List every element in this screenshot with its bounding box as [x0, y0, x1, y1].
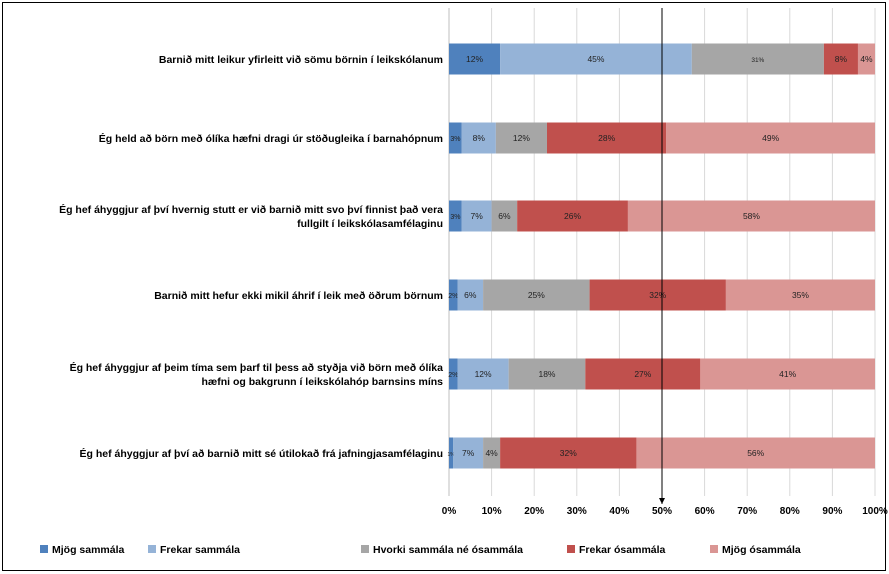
bar-segment: [500, 437, 637, 469]
reference-line-arrow: [659, 498, 665, 504]
data-label: 3%: [450, 136, 460, 143]
category-label: Ég hef áhyggjur af því hvernig stutt er …: [59, 203, 443, 216]
data-label: 7%: [471, 211, 484, 221]
bar-segment: [449, 279, 458, 311]
x-tick-label: 80%: [780, 506, 800, 517]
data-label: 32%: [649, 290, 666, 300]
data-label: 31%: [751, 57, 764, 64]
legend-swatch: [148, 545, 156, 553]
data-label: 4%: [485, 448, 498, 458]
data-label: 56%: [747, 448, 764, 458]
data-label: 45%: [587, 54, 604, 64]
bar-segment: [461, 122, 496, 154]
legend-label: Frekar sammála: [160, 544, 240, 556]
data-label: 49%: [762, 133, 779, 143]
data-label: 26%: [564, 211, 581, 221]
bar-segment: [495, 122, 547, 154]
category-label: Barnið mitt leikur yfirleitt við sömu bö…: [159, 54, 443, 66]
bar-segment: [636, 437, 875, 469]
bar-segment: [457, 279, 484, 311]
legend-label: Mjög ósammála: [722, 544, 801, 556]
data-label: 6%: [498, 211, 511, 221]
data-label: 2%: [448, 293, 458, 300]
bar-segment: [546, 122, 667, 154]
bar-segment: [691, 43, 824, 75]
bar-segment: [491, 200, 518, 232]
bar-segment: [823, 43, 858, 75]
data-label: 41%: [779, 369, 796, 379]
category-label: hæfni og bakgrunn í leikskólahóp barnsin…: [201, 376, 443, 388]
category-label: Ég hef áhyggjur af þeim tíma sem þarf ti…: [70, 361, 444, 374]
legend-swatch: [567, 545, 575, 553]
data-label: 2%: [448, 372, 458, 379]
bar-segment: [508, 358, 586, 390]
bar-segment: [483, 437, 501, 469]
legend-label: Mjög sammála: [52, 544, 125, 556]
data-label: 6%: [464, 290, 477, 300]
data-label: 35%: [792, 290, 809, 300]
category-label: Ég hef áhyggjur af því að barnið mitt sé…: [80, 447, 443, 460]
bar-segment: [483, 279, 590, 311]
x-tick-label: 0%: [442, 506, 457, 517]
data-label: 12%: [475, 369, 492, 379]
legend-label: Frekar ósammála: [579, 544, 666, 556]
x-tick-label: 40%: [609, 506, 629, 517]
bar-segment: [517, 200, 628, 232]
x-tick-label: 30%: [567, 506, 587, 517]
bar-segment: [449, 122, 462, 154]
data-label: 28%: [598, 133, 615, 143]
category-label: fullgilt í leikskólasamfélaginu: [297, 218, 443, 230]
x-tick-label: 70%: [737, 506, 757, 517]
bar-segment: [500, 43, 692, 75]
x-tick-label: 60%: [695, 506, 715, 517]
data-label: 8%: [473, 133, 486, 143]
legend-swatch: [40, 545, 48, 553]
x-tick-label: 20%: [524, 506, 544, 517]
data-label: 32%: [560, 448, 577, 458]
legend-label: Hvorki sammála né ósammála: [373, 544, 523, 556]
bar-segment: [449, 358, 458, 390]
data-label: 27%: [634, 369, 651, 379]
x-tick-label: 100%: [862, 506, 888, 517]
bar-segment: [453, 437, 484, 469]
data-label: 7%: [462, 448, 475, 458]
bar-segment: [449, 43, 501, 75]
data-label: 12%: [513, 133, 530, 143]
bar-segment: [700, 358, 875, 390]
legend-swatch: [361, 545, 369, 553]
bar-segment: [461, 200, 492, 232]
data-label: 3%: [450, 214, 460, 221]
x-tick-label: 50%: [652, 506, 672, 517]
category-label: Ég held að börn með ólíka hæfni dragi úr…: [99, 132, 443, 145]
bar-segment: [589, 279, 726, 311]
bar-segment: [449, 200, 462, 232]
data-label: 12%: [466, 54, 483, 64]
data-label: 1%: [448, 452, 456, 458]
data-label: 4%: [860, 54, 873, 64]
bar-segment: [585, 358, 701, 390]
bar-segment: [666, 122, 875, 154]
bar-segment: [627, 200, 875, 232]
bar-segment: [457, 358, 509, 390]
bar-segment: [857, 43, 875, 75]
bar-segment: [449, 437, 454, 469]
bar-segment: [725, 279, 875, 311]
data-label: 18%: [538, 369, 555, 379]
data-label: 58%: [743, 211, 760, 221]
x-tick-label: 90%: [822, 506, 842, 517]
x-tick-label: 10%: [482, 506, 502, 517]
category-label: Barnið mitt hefur ekki mikil áhrif í lei…: [154, 290, 443, 302]
legend-swatch: [710, 545, 718, 553]
data-label: 25%: [528, 290, 545, 300]
data-label: 8%: [835, 54, 848, 64]
